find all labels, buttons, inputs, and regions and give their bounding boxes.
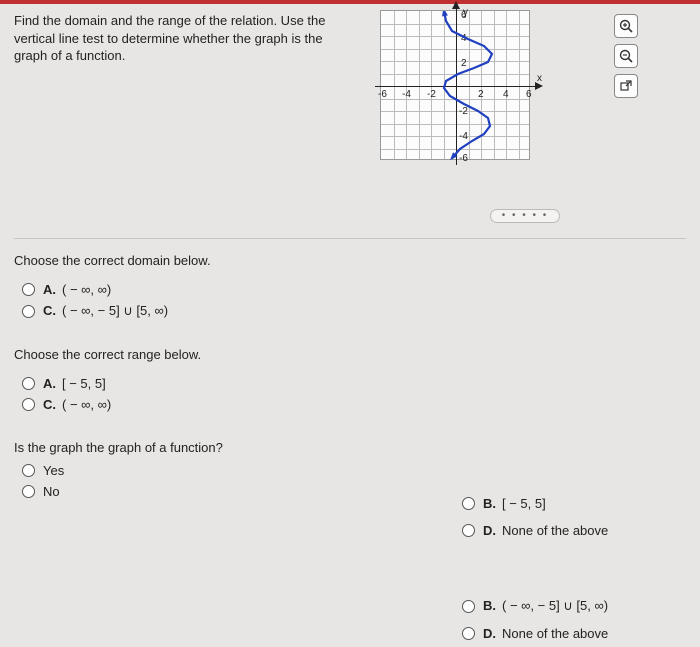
- radio-icon: [22, 398, 35, 411]
- radio-icon: [22, 283, 35, 296]
- question-prompt: Find the domain and the range of the rel…: [14, 12, 354, 65]
- zoom-out-button[interactable]: [614, 44, 638, 68]
- x-axis-label: x: [537, 73, 542, 84]
- range-option-b[interactable]: B.( − ∞, − 5] ∪ [5, ∞): [462, 598, 608, 614]
- domain-prompt: Choose the correct domain below.: [14, 253, 686, 268]
- function-yes-text: Yes: [43, 463, 64, 478]
- function-no-text: No: [43, 484, 60, 499]
- zoom-in-icon: [619, 19, 633, 33]
- popout-button[interactable]: [614, 74, 638, 98]
- range-option-d[interactable]: D.None of the above: [462, 626, 608, 641]
- radio-icon: [22, 305, 35, 318]
- range-option-a[interactable]: A.[ − 5, 5]: [22, 376, 374, 391]
- radio-icon: [22, 464, 35, 477]
- range-c-text: ( − ∞, ∞): [62, 397, 111, 412]
- range-d-text: None of the above: [502, 626, 608, 641]
- domain-d-text: None of the above: [502, 523, 608, 538]
- domain-a-text: ( − ∞, ∞): [62, 282, 111, 297]
- function-prompt: Is the graph the graph of a function?: [14, 440, 686, 455]
- range-b-text: ( − ∞, − 5] ∪ [5, ∞): [502, 598, 608, 613]
- radio-icon: [462, 524, 475, 537]
- range-option-c[interactable]: C.( − ∞, ∞): [22, 397, 374, 412]
- separator: [14, 238, 686, 239]
- graph-panel: y x -6 -4 -2 2 4 6 6 4 2 -2 -4 -6: [380, 10, 560, 200]
- range-a-text: [ − 5, 5]: [62, 376, 106, 391]
- relation-curve: [381, 11, 531, 161]
- radio-icon: [22, 485, 35, 498]
- radio-icon: [22, 377, 35, 390]
- radio-icon: [462, 497, 475, 510]
- domain-option-c[interactable]: C.( − ∞, − 5] ∪ [5, ∞): [22, 303, 374, 319]
- graph-grid: y x -6 -4 -2 2 4 6 6 4 2 -2 -4 -6: [380, 10, 530, 160]
- domain-option-d[interactable]: D.None of the above: [462, 523, 608, 538]
- domain-option-b[interactable]: B.[ − 5, 5]: [462, 496, 608, 511]
- radio-icon: [462, 600, 475, 613]
- function-option-yes[interactable]: Yes: [22, 463, 686, 478]
- domain-c-text: ( − ∞, − 5] ∪ [5, ∞): [62, 303, 168, 318]
- domain-b-text: [ − 5, 5]: [502, 496, 546, 511]
- domain-option-a[interactable]: A.( − ∞, ∞): [22, 282, 374, 297]
- ellipsis-bar: • • • • •: [490, 209, 560, 223]
- popout-icon: [620, 80, 632, 92]
- radio-icon: [462, 627, 475, 640]
- range-prompt: Choose the correct range below.: [14, 347, 686, 362]
- zoom-out-icon: [619, 49, 633, 63]
- zoom-in-button[interactable]: [614, 14, 638, 38]
